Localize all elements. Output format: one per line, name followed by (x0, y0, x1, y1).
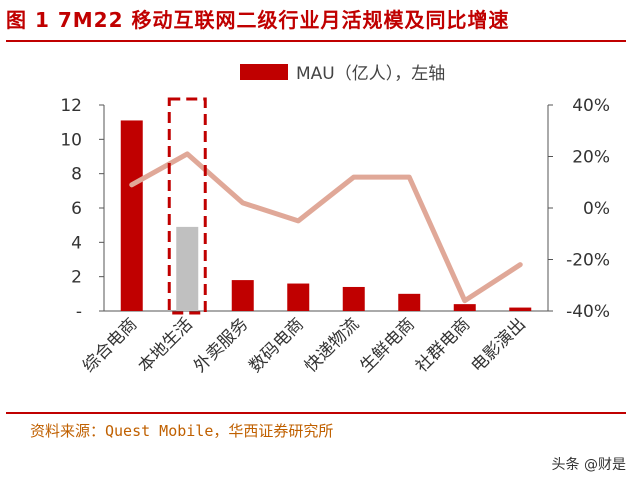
axes: - 2 4 6 8 10 12 -40% -20% 0% 20% 40% (60, 96, 610, 322)
bar-7 (453, 304, 476, 311)
bar-5 (342, 286, 365, 311)
left-tick-label: 8 (71, 165, 82, 185)
x-tick-label: 电影演出 (468, 314, 530, 376)
watermark: 头条 @财是 (551, 457, 626, 473)
line-series (129, 151, 523, 304)
right-tick-label: 20% (572, 148, 610, 168)
x-tick-label: 综合电商 (79, 314, 141, 376)
legend-swatch (240, 64, 288, 80)
x-tick-label: 社群电商 (412, 314, 474, 376)
chart-title: 图 1 7M22 移动互联网二级行业月活规模及同比增速 (6, 8, 510, 32)
x-tick-label: 生鲜电商 (357, 314, 419, 376)
x-tick-label: 外卖服务 (190, 314, 252, 376)
bar-6 (398, 293, 421, 311)
right-tick-label: 40% (572, 96, 610, 116)
x-tick-label: 数码电商 (246, 314, 308, 376)
bar-2 (176, 226, 199, 311)
left-tick-label: 10 (60, 130, 82, 150)
highlight-box (167, 97, 207, 315)
bar-4 (287, 283, 310, 311)
right-tick-label: -20% (566, 251, 610, 271)
x-tick-label: 本地生活 (135, 314, 197, 376)
left-tick-label: - (76, 302, 82, 322)
bars (120, 120, 532, 311)
bar-1 (120, 120, 143, 311)
legend-label: MAU（亿人），左轴 (296, 64, 445, 84)
left-tick-label: 6 (71, 199, 82, 219)
left-tick-label: 12 (60, 96, 82, 116)
right-tick-label: -40% (566, 302, 610, 322)
left-tick-label: 4 (71, 233, 82, 253)
source-divider (6, 412, 626, 414)
chart-svg: MAU（亿人），左轴 - 2 4 6 8 10 12 -40% -20% 0% 20% 40% 综合电… (60, 64, 610, 377)
x-tick-label: 快递物流 (301, 314, 363, 376)
source-note: 资料来源：Quest Mobile，华西证券研究所 (30, 422, 334, 440)
growth-line (129, 151, 523, 304)
bar-3 (231, 280, 254, 311)
title-divider (6, 40, 626, 42)
bar-8 (509, 307, 532, 311)
legend: MAU（亿人），左轴 (240, 64, 445, 84)
left-tick-label: 2 (71, 268, 82, 288)
right-tick-label: 0% (583, 199, 610, 219)
